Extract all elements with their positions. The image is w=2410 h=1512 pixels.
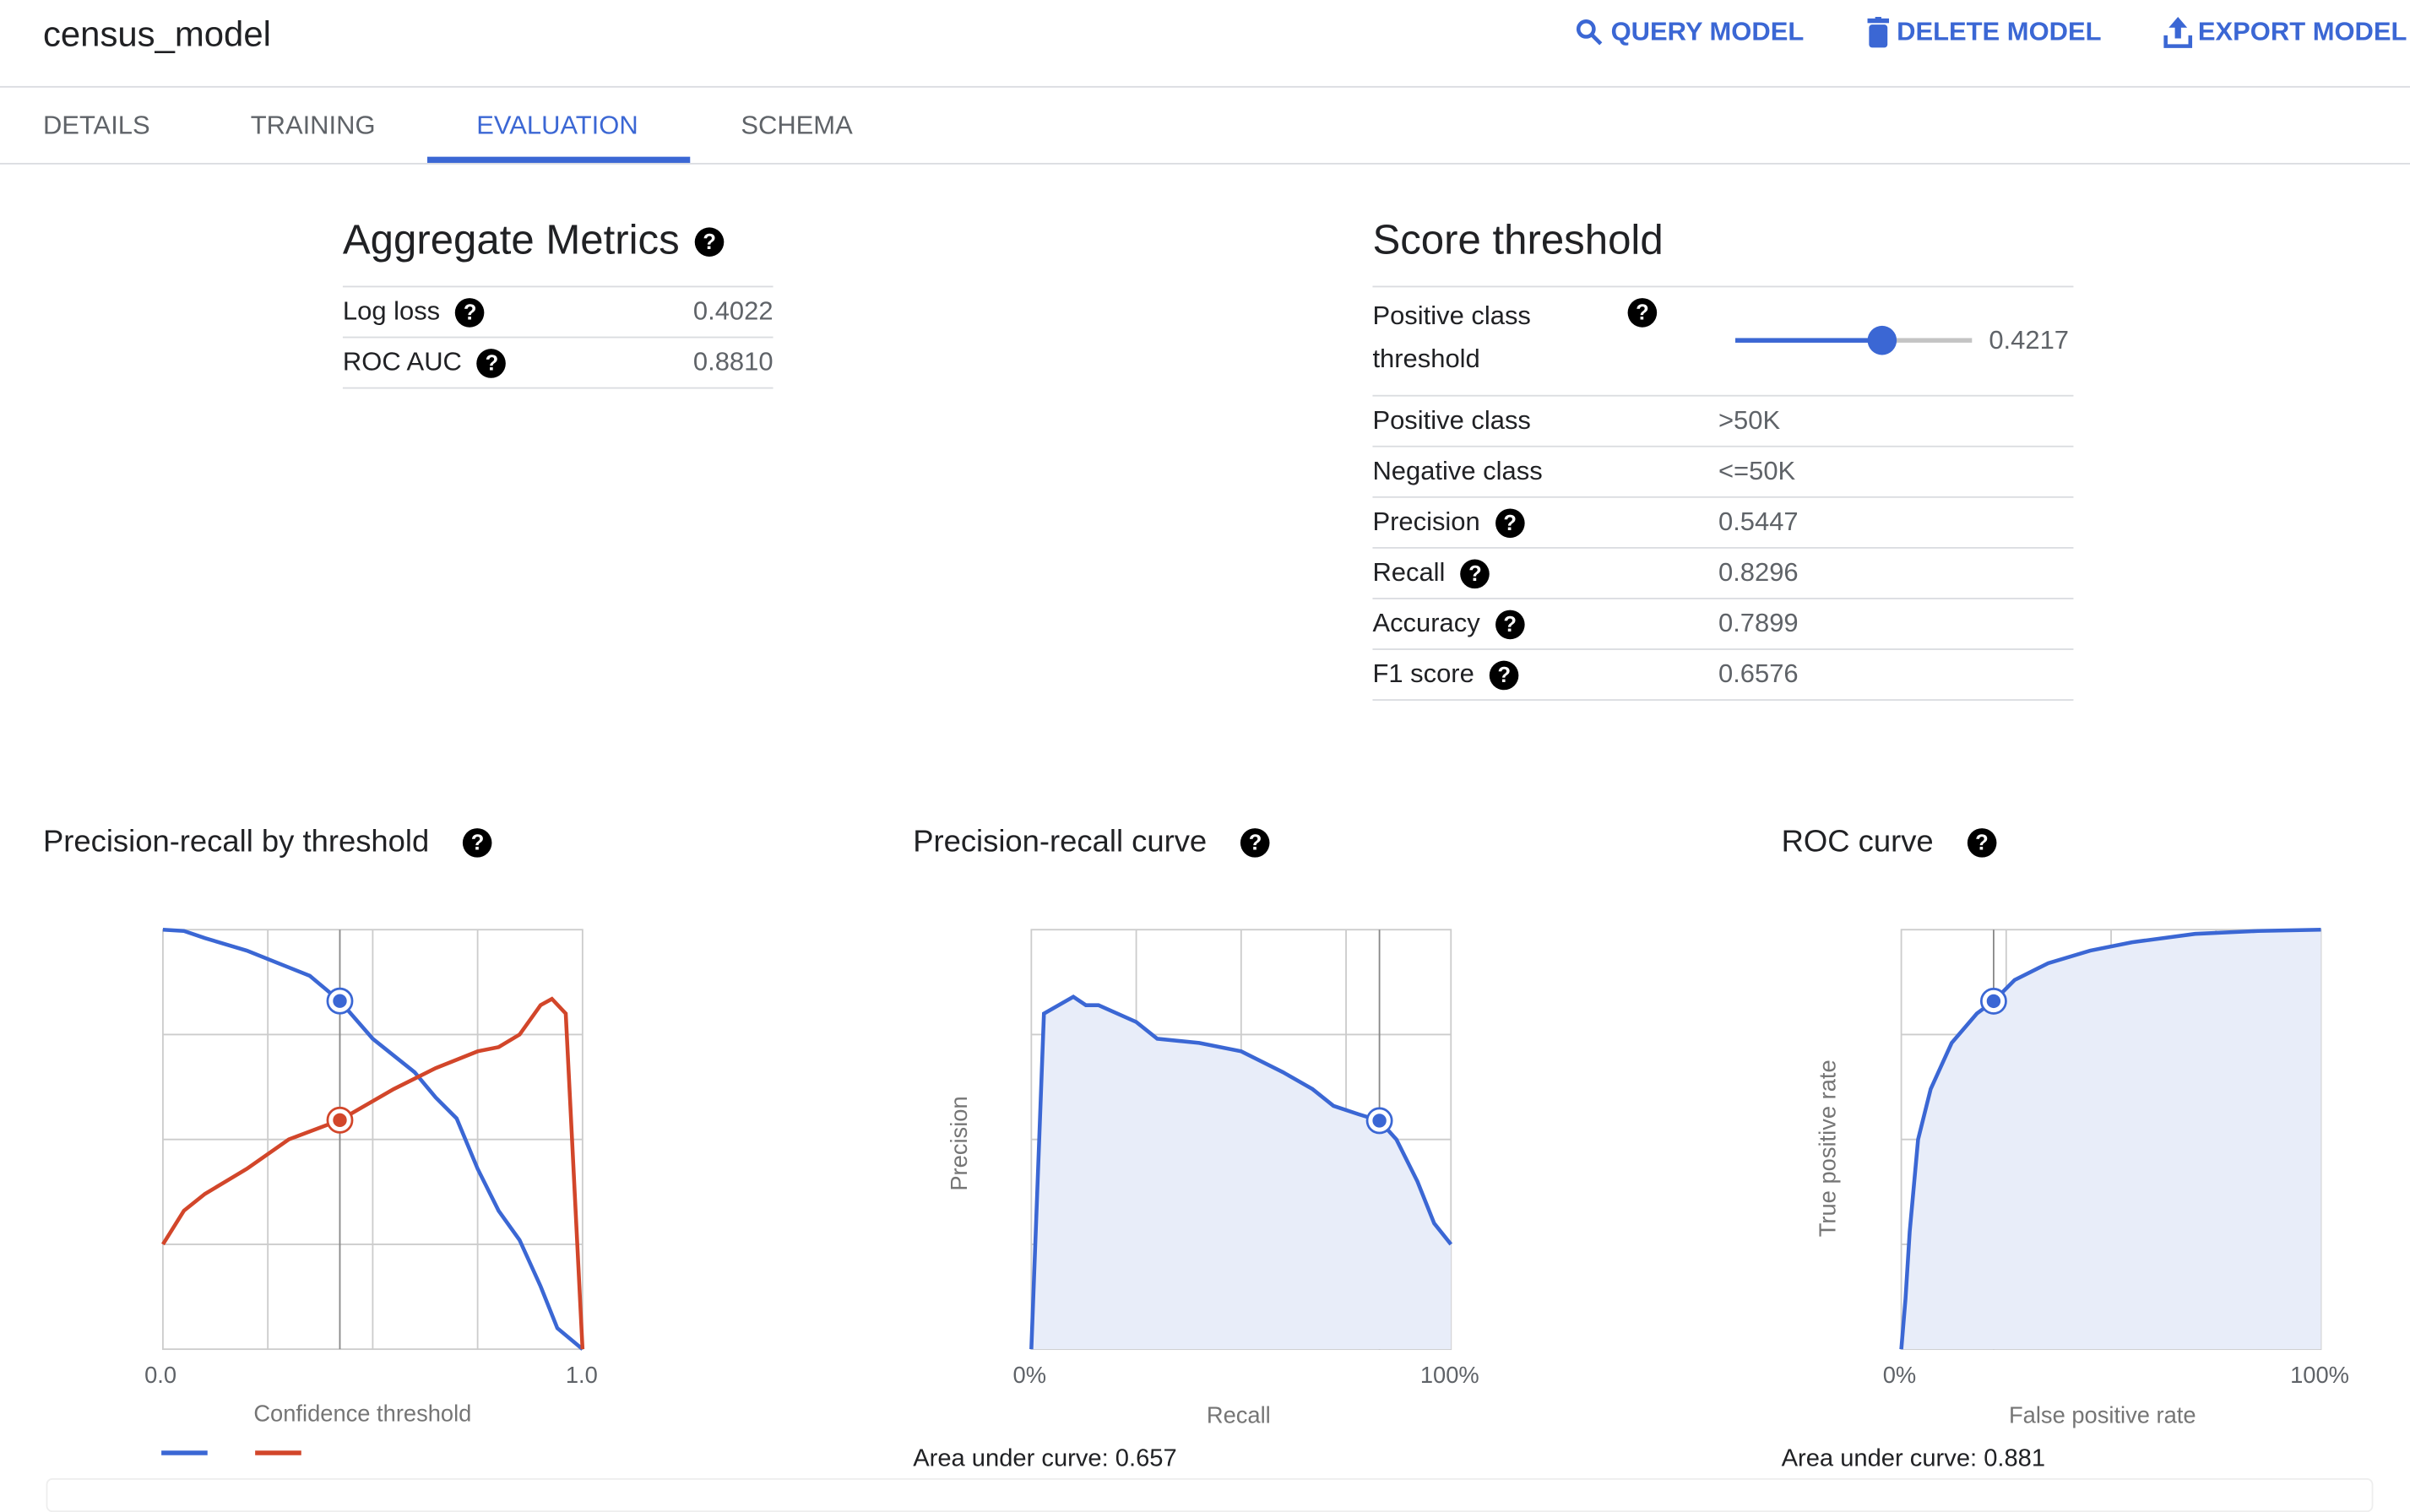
slider-fill (1735, 338, 1882, 343)
row-value: >50K (1718, 405, 1781, 436)
query-model-button[interactable]: QUERY MODEL (1574, 17, 1804, 47)
active-tab-indicator (427, 156, 691, 163)
tab-details[interactable]: DETAILS (42, 111, 150, 140)
divider (1372, 285, 2074, 288)
x-tick: 0% (1882, 1363, 1917, 1390)
help-icon[interactable]: ? (1495, 508, 1525, 539)
metric-value: 0.4022 (692, 296, 773, 326)
x-tick: 0.0 (144, 1363, 177, 1390)
help-icon[interactable]: ? (455, 298, 485, 328)
delete-model-button[interactable]: DELETE MODEL (1866, 17, 2102, 48)
export-model-button[interactable]: EXPORT MODEL (2163, 17, 2407, 48)
threshold-marker-dot (1986, 994, 2001, 1009)
row-label: Negative class (1372, 456, 1543, 486)
row-label: F1 score (1372, 658, 1474, 689)
tabs-divider (0, 162, 2410, 165)
threshold-slider[interactable] (1735, 325, 1973, 355)
chart-pr-threshold (161, 927, 585, 1351)
metric-row-log-loss: Log loss? 0.4022 (342, 287, 773, 339)
search-icon (1576, 19, 1603, 46)
help-icon[interactable]: ? (477, 349, 507, 378)
chart-title-text: Precision-recall curve (913, 825, 1208, 859)
help-icon[interactable]: ? (1495, 610, 1525, 640)
model-title: census_model (42, 14, 271, 54)
help-icon[interactable]: ? (1240, 828, 1270, 859)
metric-label: ROC AUC (342, 347, 462, 377)
row-value: <=50K (1718, 456, 1796, 486)
chart-title-pr-curve: Precision-recall curve? (913, 825, 1270, 860)
row-value: 0.6576 (1718, 658, 1799, 689)
chart-title-text: ROC curve (1781, 825, 1934, 859)
row-label: Precision (1372, 507, 1480, 537)
threshold-row: Precision? 0.5447 (1372, 498, 2074, 549)
threshold-row: Negative class <=50K (1372, 447, 2074, 498)
divider (1372, 394, 2074, 397)
help-icon[interactable]: ? (1967, 828, 1997, 859)
legend-swatch-blue (161, 1450, 208, 1455)
trash-icon (1867, 17, 1890, 48)
x-tick: 100% (1419, 1363, 1479, 1390)
x-tick: 1.0 (565, 1363, 598, 1390)
help-icon[interactable]: ? (463, 828, 492, 859)
row-value: 0.7899 (1718, 608, 1799, 638)
threshold-label-line2: threshold (1372, 344, 1480, 374)
y-axis-label: True positive rate (1815, 1059, 1842, 1238)
score-threshold-title: Score threshold (1372, 216, 1664, 263)
threshold-row: Recall? 0.8296 (1372, 549, 2074, 599)
upload-icon (2163, 17, 2193, 48)
series-line-1 (161, 996, 585, 1350)
metric-value: 0.8810 (692, 347, 773, 377)
row-value: 0.5447 (1718, 507, 1799, 537)
x-axis-label: False positive rate (2009, 1402, 2196, 1429)
help-icon[interactable]: ? (1490, 660, 1519, 691)
bottom-card (46, 1478, 2374, 1512)
threshold-label: Positive class threshold (1372, 295, 1530, 381)
divider (342, 285, 773, 288)
tab-training[interactable]: TRAINING (250, 111, 376, 140)
auc-label: Area under curve: 0.881 (1781, 1445, 2046, 1472)
aggregate-metrics-title: Aggregate Metrics? (343, 217, 725, 264)
y-axis-label: Precision (947, 1096, 974, 1191)
threshold-marker-dot (333, 1113, 347, 1128)
row-label: Recall (1372, 557, 1446, 588)
help-icon[interactable]: ? (694, 228, 725, 257)
chart-title-roc: ROC curve? (1782, 825, 1997, 860)
threshold-row: F1 score? 0.6576 (1372, 650, 2074, 702)
aggregate-metrics-title-text: Aggregate Metrics (342, 216, 680, 263)
area-fill (1901, 929, 2321, 1350)
threshold-value: 0.4217 (1989, 325, 2069, 355)
help-icon[interactable]: ? (1627, 298, 1658, 328)
chart-title-pr-threshold: Precision-recall by threshold? (43, 825, 492, 860)
metric-label: Log loss (342, 296, 441, 326)
slider-thumb[interactable] (1868, 325, 1897, 355)
x-axis-label: Confidence threshold (253, 1401, 472, 1428)
x-tick: 100% (2290, 1363, 2349, 1390)
series-line-0 (1029, 994, 1453, 1350)
tab-schema[interactable]: SCHEMA (741, 111, 853, 140)
auc-label: Area under curve: 0.657 (913, 1445, 1177, 1472)
tab-evaluation[interactable]: EVALUATION (476, 111, 638, 140)
row-label: Positive class (1372, 405, 1531, 436)
series-line-0 (162, 927, 584, 1351)
metric-row-roc-auc: ROC AUC? 0.8810 (342, 338, 773, 389)
header-divider (0, 85, 2410, 88)
chart-roc (1899, 927, 2322, 1351)
legend-swatch-red (255, 1450, 301, 1455)
delete-model-label: DELETE MODEL (1897, 17, 2102, 46)
threshold-row: Positive class >50K (1372, 397, 2074, 447)
x-axis-label: Recall (1206, 1402, 1271, 1429)
row-label: Accuracy (1372, 608, 1480, 638)
row-value: 0.8296 (1718, 557, 1799, 588)
threshold-marker-dot (333, 994, 347, 1008)
threshold-row: Accuracy? 0.7899 (1372, 599, 2074, 650)
export-model-label: EXPORT MODEL (2197, 17, 2407, 46)
threshold-label-line1: Positive class (1372, 301, 1531, 331)
chart-pr-curve (1029, 929, 1453, 1351)
query-model-label: QUERY MODEL (1610, 17, 1805, 46)
chart-title-text: Precision-recall by threshold (42, 825, 430, 859)
area-fill (1031, 996, 1452, 1350)
x-tick: 0% (1012, 1363, 1046, 1390)
help-icon[interactable]: ? (1460, 559, 1490, 589)
threshold-marker-dot (1372, 1114, 1387, 1128)
